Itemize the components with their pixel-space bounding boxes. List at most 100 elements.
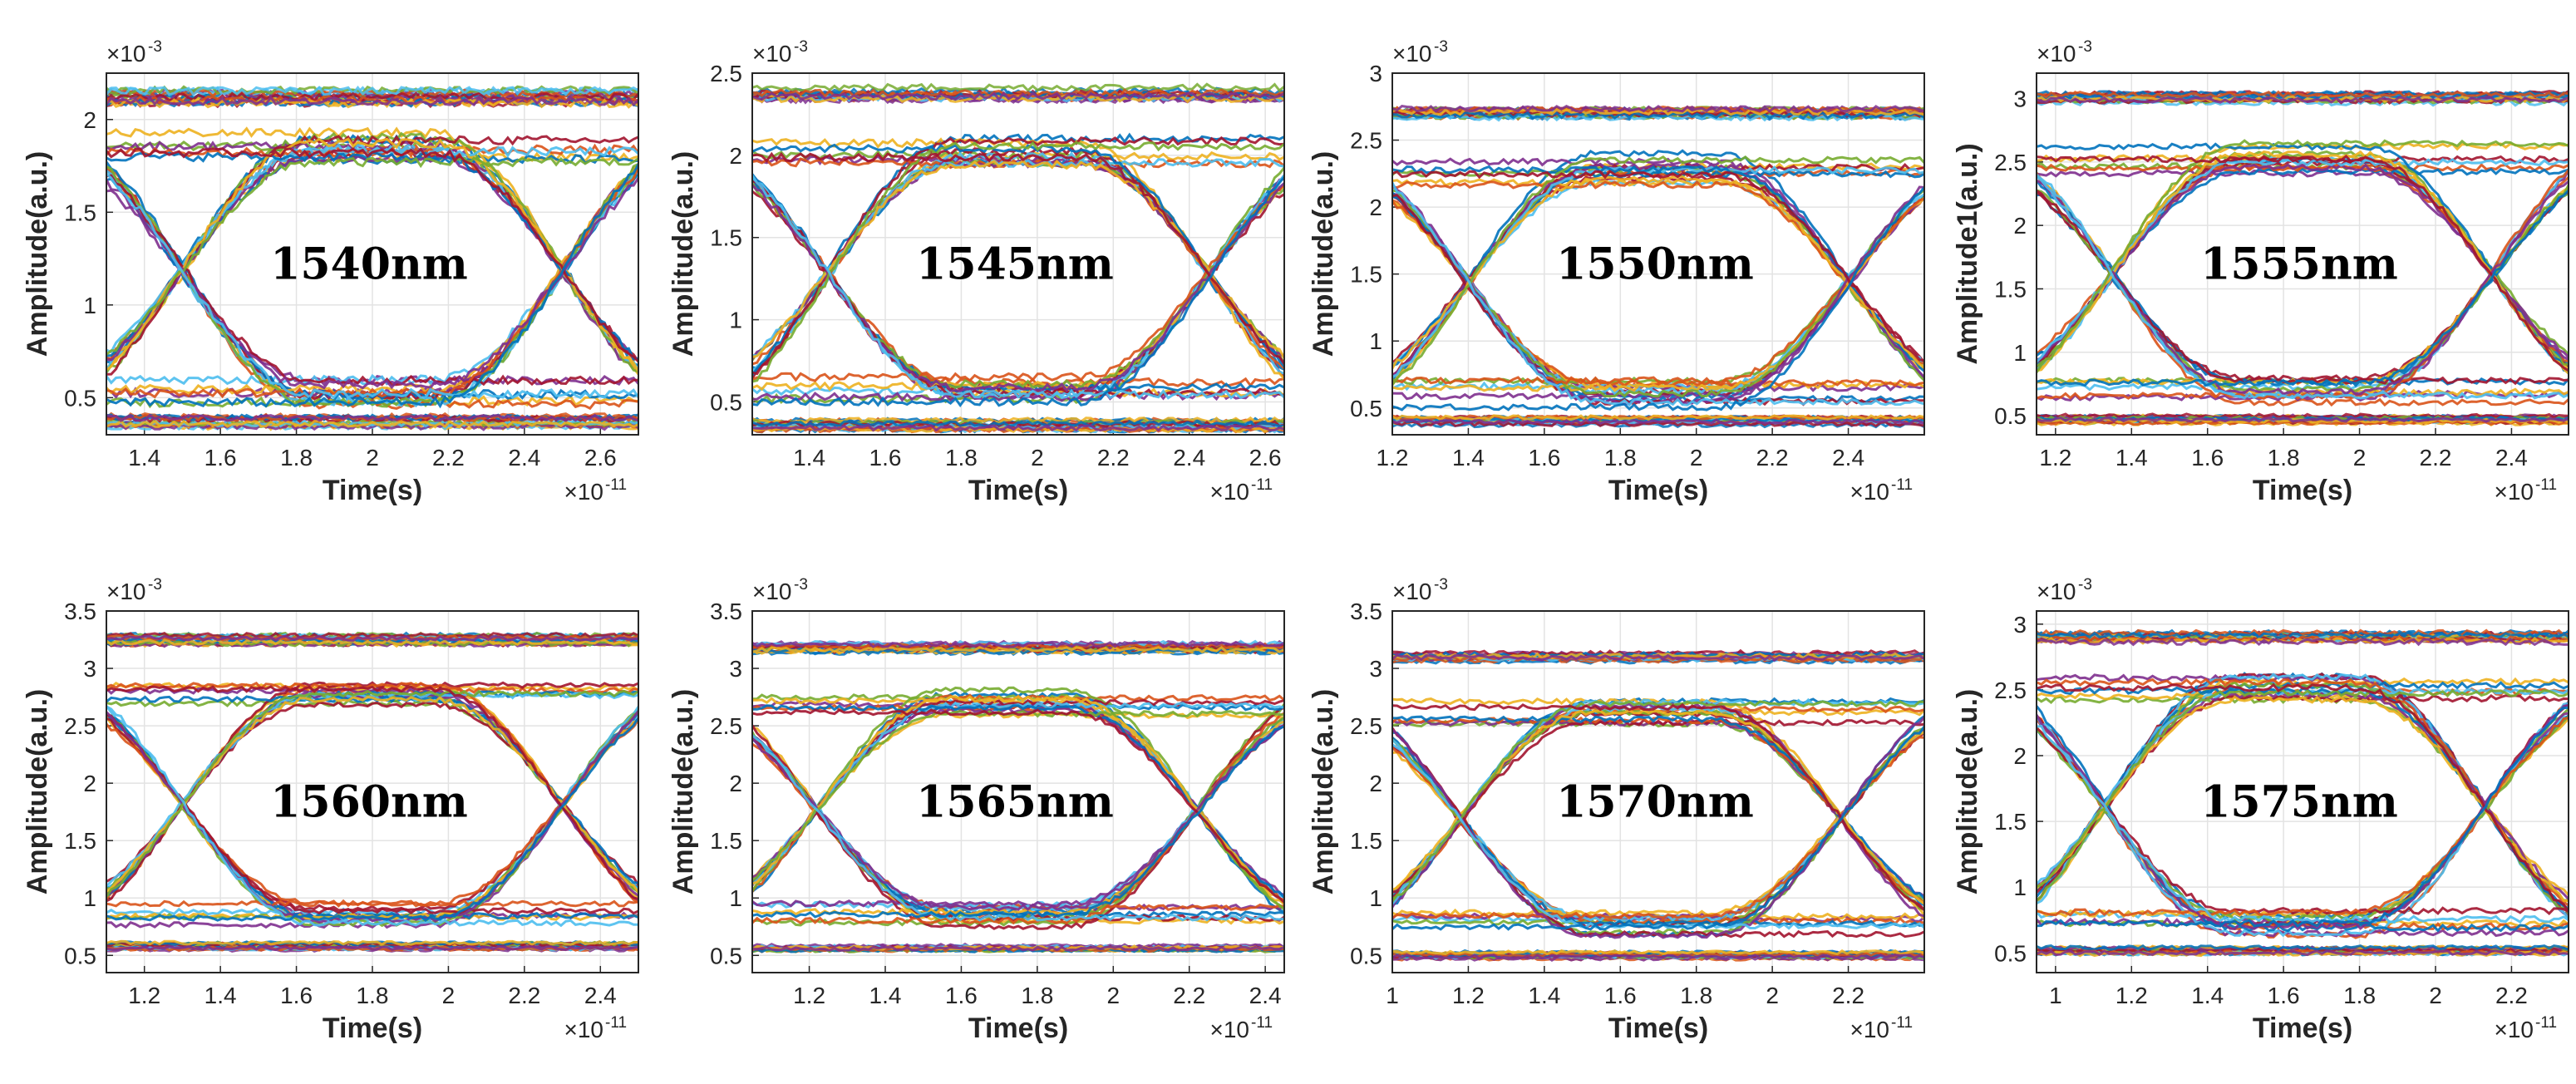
eye-trace-curve — [1392, 738, 1924, 930]
eye-trace-curve — [752, 694, 1284, 904]
y-multiplier-exponent: -3 — [794, 38, 808, 56]
y-multiplier-base: ×10 — [1392, 579, 1432, 604]
x-tick-label: 2 — [366, 445, 379, 471]
x-tick-label: 2.4 — [1832, 445, 1864, 471]
x-tick-label: 2.4 — [584, 983, 617, 1008]
x-tick-label: 1.2 — [2115, 983, 2148, 1008]
y-axis-label: Amplitude1(a.u.) — [1952, 143, 1983, 364]
x-tick-label: 1.8 — [2343, 983, 2376, 1008]
eye-trace-curve — [2037, 727, 2569, 915]
y-tick-label: 1.5 — [1350, 262, 1382, 288]
eye-trace-curve — [1392, 197, 1924, 385]
eye-trace-low-rail — [2037, 944, 2569, 951]
y-tick-label: 2.5 — [64, 713, 96, 739]
y-tick-label: 1 — [2013, 875, 2027, 900]
x-tick-label: 1 — [2049, 983, 2062, 1008]
x-tick-label: 1.4 — [793, 445, 825, 471]
eye-trace-low-rail — [752, 945, 1284, 952]
trace-group — [2037, 90, 2569, 427]
eye-trace-curve — [106, 163, 638, 409]
y-multiplier-base: ×10 — [1392, 41, 1432, 67]
x-tick-label: 1.8 — [2268, 445, 2300, 471]
y-multiplier-exponent: -3 — [2078, 576, 2092, 594]
eye-trace-high-rail — [752, 640, 1284, 648]
x-tick-label: 1.6 — [2191, 445, 2224, 471]
y-multiplier-exponent: -3 — [148, 38, 162, 56]
x-tick-label: 1.4 — [204, 983, 237, 1008]
eye-trace-curve — [1392, 731, 1924, 918]
x-multiplier-exponent: -11 — [1251, 476, 1273, 494]
x-tick-label: 2 — [2353, 445, 2367, 471]
eye-trace-curve — [106, 681, 638, 903]
eye-trace-curve — [106, 147, 638, 362]
x-multiplier-base: ×10 — [1210, 479, 1250, 505]
x-tick-label: 2.4 — [1249, 983, 1282, 1008]
y-tick-label: 1.5 — [710, 828, 742, 854]
y-tick-label: 0.5 — [1994, 403, 2027, 429]
trace-group — [1392, 105, 1924, 429]
x-tick-label: 2.6 — [1249, 445, 1282, 471]
eye-trace-low-rail — [1392, 953, 1924, 960]
x-multiplier-exponent: -11 — [2535, 476, 2557, 494]
y-tick-label: 3 — [2013, 86, 2027, 112]
wavelength-annotation: 1545nm — [916, 239, 1114, 290]
eye-diagram-panel-8: 1 1.2 1.4 1.6 1.8 2 2.2 0.5 1 1.5 2 2.5 3 Time(s) Ampl… — [1952, 576, 2569, 1044]
plot-box — [1391, 610, 1925, 973]
x-tick-label: 2 — [1766, 983, 1779, 1008]
eye-diagram-panel-5: 1.2 1.4 1.6 1.8 2 2.2 2.4 0.5 1 1.5 2 2.5 3 3.5 Time(s… — [22, 576, 639, 1044]
x-multiplier-base: ×10 — [1850, 1017, 1890, 1042]
trace-group — [752, 82, 1284, 434]
eye-trace-curve — [752, 140, 1284, 383]
y-multiplier-base: ×10 — [752, 41, 792, 67]
eye-trace-high-rail — [106, 85, 638, 97]
eye-trace-high-rail — [752, 82, 1284, 93]
eye-trace-high-rail — [106, 95, 638, 107]
eye-diagram-panel-2: 1.4 1.6 1.8 2 2.2 2.4 2.6 0.5 1 1.5 2 2.5 Time(s) Amp… — [667, 38, 1285, 506]
y-tick-label: 0.5 — [64, 943, 96, 968]
eye-trace-curve — [2037, 706, 2569, 928]
eye-trace-curve — [2037, 695, 2569, 903]
x-tick-label: 2 — [1106, 983, 1120, 1008]
y-tick-label: 2 — [729, 771, 742, 796]
eye-trace-curve — [106, 714, 638, 915]
y-tick-label: 0.5 — [64, 385, 96, 411]
trace-group — [1392, 648, 1924, 962]
eye-trace-curve — [2037, 190, 2569, 387]
y-tick-label: 2.5 — [710, 61, 742, 86]
x-multiplier-exponent: -11 — [1251, 1014, 1273, 1032]
y-tick-label: 1.5 — [64, 828, 96, 854]
y-tick-label: 0.5 — [710, 389, 742, 415]
x-tick-label: 2 — [1031, 445, 1044, 471]
x-axis-label: Time(s) — [2253, 475, 2352, 506]
wavelength-annotation: 1550nm — [1556, 239, 1754, 290]
trace-group — [752, 639, 1284, 953]
eye-trace-curve — [1392, 175, 1924, 370]
eye-trace-curve — [752, 710, 1284, 882]
eye-trace-high-rail — [2037, 96, 2569, 105]
y-multiplier-exponent: -3 — [794, 576, 808, 594]
eye-trace-curve — [106, 685, 638, 900]
y-tick-label: 0.5 — [1994, 940, 2027, 966]
eye-trace-high-rail — [1392, 653, 1924, 662]
eye-trace-high-rail — [1392, 648, 1924, 657]
x-tick-label: 1.8 — [1680, 983, 1712, 1008]
y-multiplier-exponent: -3 — [148, 576, 162, 594]
x-multiplier-base: ×10 — [564, 479, 604, 505]
eye-trace-high-rail — [106, 638, 638, 647]
x-tick-label: 1.6 — [945, 983, 978, 1008]
x-tick-label: 2.2 — [508, 983, 540, 1008]
trace-group — [106, 85, 638, 431]
y-tick-label: 3.5 — [1350, 599, 1382, 624]
y-tick-label: 1 — [729, 885, 742, 911]
eye-diagram-panel-7: 1 1.2 1.4 1.6 1.8 2 2.20.511.522.533.5Time(s)A… — [1308, 576, 1925, 1044]
wavelength-annotation: 1540nm — [270, 239, 468, 290]
x-tick-label: 1.4 — [1452, 445, 1485, 471]
y-tick-label: 2.5 — [1350, 128, 1382, 154]
eye-trace-curve — [2037, 154, 2569, 372]
eye-trace-curve — [2037, 150, 2569, 375]
eye-trace-curve — [106, 151, 638, 362]
eye-diagram-panel-1: 1.4 1.6 1.8 2 2.2 2.4 2.6 0.5 1 1.5 2 Time(s) Amplit… — [22, 38, 639, 506]
x-multiplier-exponent: -11 — [2535, 1014, 2557, 1032]
y-tick-label: 2 — [1369, 771, 1382, 796]
